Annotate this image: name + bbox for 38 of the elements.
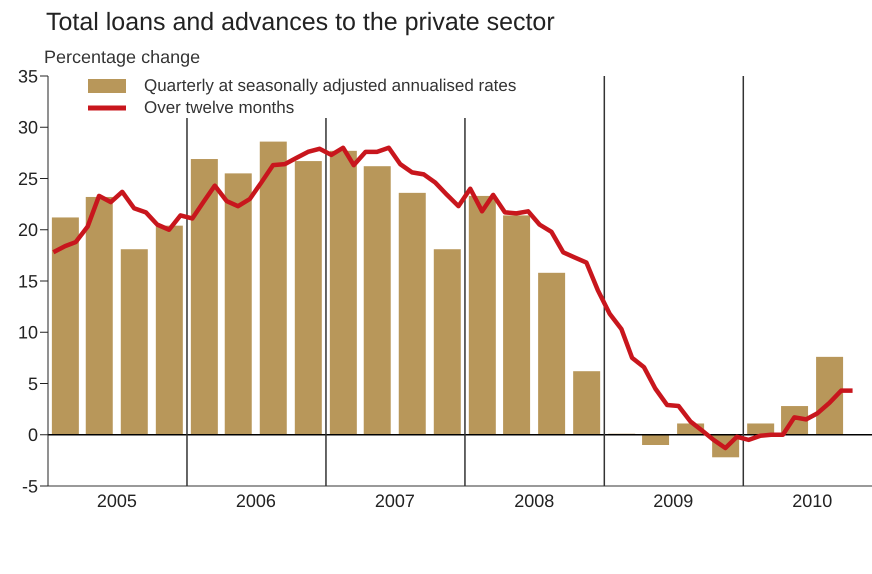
x-tick-label: 2009 bbox=[653, 490, 694, 511]
bar bbox=[503, 215, 530, 435]
bar bbox=[156, 226, 183, 435]
x-tick-label: 2008 bbox=[514, 490, 554, 511]
y-tick-label: 20 bbox=[18, 220, 38, 240]
bar bbox=[190, 159, 218, 435]
y-tick-label: 5 bbox=[28, 374, 38, 394]
line-series bbox=[51, 146, 855, 450]
bar bbox=[642, 434, 670, 445]
bar bbox=[468, 196, 496, 435]
bar bbox=[120, 249, 148, 435]
y-tick-label: 35 bbox=[18, 66, 38, 86]
bar bbox=[538, 272, 566, 435]
legend-label: Over twelve months bbox=[144, 98, 294, 118]
y-tick-label: 0 bbox=[28, 425, 38, 446]
bar bbox=[364, 166, 391, 435]
bar bbox=[260, 142, 287, 435]
bar bbox=[330, 150, 357, 435]
y-tick-label: 25 bbox=[18, 168, 38, 189]
y-tick-label: 10 bbox=[18, 322, 38, 343]
bar bbox=[52, 217, 79, 435]
y-tick-label: 15 bbox=[18, 271, 38, 292]
bar bbox=[434, 249, 461, 435]
bar bbox=[294, 161, 322, 435]
y-axis-title: Percentage change bbox=[44, 47, 202, 68]
x-tick-label: 2007 bbox=[374, 490, 415, 511]
bar bbox=[224, 173, 252, 435]
y-tick-label: -5 bbox=[22, 476, 38, 496]
y-tick-label: 30 bbox=[18, 118, 38, 138]
x-tick-label: 2006 bbox=[236, 490, 276, 511]
bar bbox=[398, 192, 426, 435]
bar bbox=[816, 356, 844, 435]
x-tick-label: 2005 bbox=[96, 490, 137, 511]
legend-label: Quarterly at seasonally adjusted annualised rates bbox=[144, 76, 516, 96]
x-tick-label: 2010 bbox=[792, 490, 832, 511]
bar bbox=[573, 371, 600, 435]
bar bbox=[86, 196, 113, 435]
chart-title: Total loans and advances to the private sector bbox=[46, 8, 556, 37]
